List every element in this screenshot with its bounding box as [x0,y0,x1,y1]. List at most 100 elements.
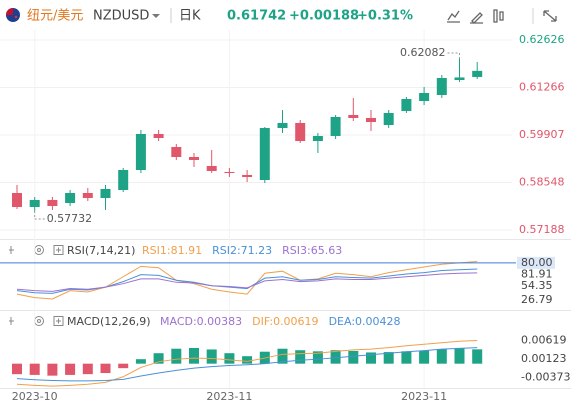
settings-button[interactable] [493,9,504,23]
macd-bar [224,353,235,364]
y-tick-label: 0.59907 [519,128,565,141]
macd-bar [118,363,129,369]
legend-entry: RSI1:81.91 [142,244,202,257]
y-tick-label: 0.00123 [521,352,567,365]
macd-bar [189,347,199,364]
macd-bar [135,359,146,364]
candle-body [472,70,483,77]
hide-button[interactable] [9,246,14,254]
macd-bar [206,349,217,364]
rsi-line [16,261,478,300]
y-tick-label: 0.61266 [519,81,565,94]
macd-bar [47,363,58,376]
instrument-name[interactable]: 纽元/美元 [27,9,83,24]
x-tick-label: 2023-11 [206,390,252,403]
macd-line [16,347,478,382]
x-tick-label: 2023-11 [401,390,447,403]
y-tick-label: 0.57188 [519,223,565,236]
last-price: 0.61742 [227,9,286,24]
macd-bar [12,363,22,375]
macd-bar [366,352,376,364]
y-tick-label: 80.00 [521,256,553,269]
min-marker [34,210,45,220]
indicator-button[interactable] [447,10,460,23]
draw-button[interactable] [470,12,483,24]
macd-bar [242,356,253,364]
macd-bar [454,347,465,364]
hide-button[interactable] [9,317,14,325]
candle-body [330,117,341,136]
macd-bar [65,363,76,375]
candle-body [259,128,270,180]
candle-body [171,146,182,158]
period[interactable]: 日K [179,9,201,24]
fullscreen-button[interactable] [543,10,557,22]
candle-body [419,92,430,101]
current-value-label: 81.91 [521,267,553,280]
candle-body [454,77,465,80]
legend-entry: MACD:0.00383 [160,315,242,328]
tick-highlight [517,256,555,269]
max-marker [447,52,460,60]
candle-body [312,135,323,142]
y-tick-label: 0.58548 [519,175,565,188]
macd-bar [348,350,359,364]
rsi-line [16,272,478,292]
candle-body [12,192,22,208]
dropdown-arrow[interactable] [152,14,160,18]
macd-bar [29,363,40,375]
collapse-button[interactable] [53,245,64,255]
macd-bar [419,350,430,364]
candle-body [82,192,93,198]
macd-bar [171,348,182,364]
macd-bar [401,351,412,364]
legend-entry: DEA:0.00428 [329,315,401,328]
candle-body [401,99,412,111]
rsi-title: RSI(7,14,21) [67,244,135,257]
y-tick-label: 0.62626 [519,33,565,46]
candle-body [189,157,199,160]
symbol[interactable]: NZDUSD [93,9,149,24]
candle-body [100,188,111,198]
macd-bar [295,350,306,364]
macd-line [16,340,478,387]
macd-bar [383,352,394,364]
x-tick-label: 2023-10 [12,390,58,403]
macd-bar [153,353,164,364]
legend-entry: RSI3:65.63 [282,244,342,257]
candle-body [348,114,359,118]
macd-bar [277,348,288,364]
candle-body [153,133,164,139]
flag-icon [6,8,20,22]
candle-body [206,165,217,171]
candle-body [47,199,58,206]
y-tick-label: 54.35 [521,279,553,292]
candle-body [366,117,376,122]
candle-body [118,170,129,190]
macd-bar [330,350,341,364]
y-tick-label: 0.00619 [521,334,567,347]
max-label: 0.62082 [400,46,446,59]
y-tick-label: -0.00373 [521,371,570,384]
legend-entry: DIF:0.00619 [252,315,318,328]
candle-body [65,192,76,203]
macd-bar [312,351,323,364]
candle-body [29,199,40,208]
macd-bar [100,363,111,374]
collapse-button[interactable] [53,316,64,326]
macd-bar [472,349,483,364]
candle-body [383,112,394,126]
candle-body [242,175,253,177]
candle-body [277,122,288,129]
y-tick-label: 26.79 [521,293,553,306]
macd-title: MACD(12,26,9) [67,315,151,328]
macd-bar [82,363,93,375]
price-change: +0.00188 [289,9,359,24]
macd-bar [436,349,447,364]
candle-body [295,122,306,142]
candle-body [436,78,447,95]
candle-body [135,133,146,171]
min-label: 0.57732 [47,212,92,225]
legend-entry: RSI2:71.23 [212,244,272,257]
